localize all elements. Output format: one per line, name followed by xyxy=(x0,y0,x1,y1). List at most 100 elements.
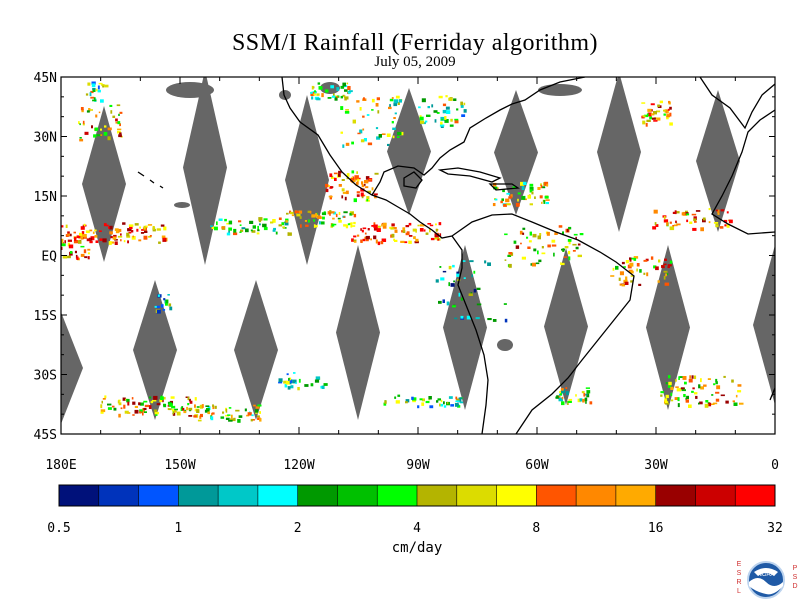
rain-patch xyxy=(102,398,106,400)
rain-patch xyxy=(567,400,572,403)
lon-label-5: 30W xyxy=(644,458,668,473)
rain-patch xyxy=(107,127,112,131)
rain-patch xyxy=(426,114,431,117)
rain-patch xyxy=(539,195,543,199)
rain-patch xyxy=(672,225,675,227)
rain-patch xyxy=(288,379,293,383)
rain-patch xyxy=(53,240,57,242)
rain-patch xyxy=(356,234,360,237)
rain-patch xyxy=(108,241,112,245)
rain-patch xyxy=(100,99,104,103)
rain-patch xyxy=(375,103,379,107)
rain-patch xyxy=(288,377,290,381)
rain-patch xyxy=(545,199,550,201)
rain-patch xyxy=(680,387,685,390)
rain-patch xyxy=(80,238,84,240)
rain-patch xyxy=(212,404,214,407)
rain-patch xyxy=(698,384,701,389)
rain-patch xyxy=(419,224,425,227)
rain-patch xyxy=(94,235,98,238)
rain-patch xyxy=(531,262,536,267)
rain-patch xyxy=(506,203,511,206)
rain-patch xyxy=(148,396,152,399)
rain-patch xyxy=(103,223,107,227)
rain-patch xyxy=(284,384,288,388)
rain-patch xyxy=(311,96,314,100)
rain-patch xyxy=(717,209,720,213)
rain-patch xyxy=(418,106,421,109)
rain-patch xyxy=(247,412,252,416)
rain-patch xyxy=(537,235,541,240)
rain-patch xyxy=(338,173,341,177)
rain-patch xyxy=(364,180,369,184)
rain-patch xyxy=(397,394,401,397)
rain-patch xyxy=(233,417,236,422)
rain-patch xyxy=(160,304,164,308)
rain-patch xyxy=(375,127,379,130)
lon-label-2: 120W xyxy=(283,458,314,473)
rain-patch xyxy=(381,133,386,135)
rain-patch xyxy=(448,282,450,287)
rain-patch xyxy=(92,231,95,234)
rain-patch xyxy=(335,213,338,218)
rain-patch xyxy=(79,137,82,139)
rain-patch xyxy=(446,110,451,114)
rain-patch xyxy=(621,261,625,265)
rain-patch xyxy=(546,231,550,236)
rain-patch xyxy=(238,415,243,418)
rain-patch xyxy=(362,227,367,230)
lat-label-5: 30S xyxy=(34,369,57,384)
rain-patch xyxy=(172,412,174,415)
rain-patch xyxy=(94,127,99,132)
rain-patch xyxy=(484,260,487,264)
rain-patch xyxy=(262,223,267,228)
rain-patch xyxy=(660,391,664,394)
rain-patch xyxy=(367,228,370,231)
rain-patch xyxy=(143,411,147,413)
rain-patch xyxy=(565,387,568,389)
rain-patch xyxy=(544,195,549,199)
rain-patch xyxy=(180,407,183,411)
rain-patch xyxy=(120,407,123,410)
rain-patch xyxy=(413,236,416,240)
rain-patch xyxy=(132,235,134,238)
rain-patch xyxy=(364,183,366,186)
rain-patch xyxy=(238,220,242,223)
rain-patch xyxy=(127,228,132,232)
no-data-swath-0 xyxy=(82,106,126,262)
rain-patch xyxy=(333,172,338,175)
rain-patch xyxy=(206,408,210,412)
rain-patch xyxy=(300,224,302,228)
rain-patch xyxy=(679,376,683,378)
rain-patch xyxy=(541,201,543,204)
rain-patch xyxy=(437,398,441,401)
rain-patch xyxy=(325,188,329,193)
rain-patch xyxy=(668,381,672,386)
colorbar-swatch-14 xyxy=(615,485,656,506)
colorbar-swatch-5 xyxy=(257,485,298,506)
rain-patch xyxy=(128,231,132,234)
lat-label-0: 45N xyxy=(34,71,57,86)
rain-patch xyxy=(366,114,370,116)
rain-patch xyxy=(666,273,669,276)
rain-patch xyxy=(445,95,448,98)
rain-patch xyxy=(304,220,307,222)
colorbar-units: cm/day xyxy=(391,540,443,556)
rain-patch xyxy=(646,119,651,122)
rain-patch xyxy=(138,239,142,242)
rain-patch xyxy=(610,275,615,277)
rain-patch xyxy=(387,143,390,146)
rain-patch xyxy=(118,228,122,232)
rain-patch xyxy=(663,270,668,273)
rain-patch xyxy=(504,233,508,236)
rain-patch xyxy=(503,203,507,207)
rain-patch xyxy=(241,227,246,230)
rain-patch xyxy=(579,398,583,402)
rain-patch xyxy=(330,175,334,179)
rain-patch xyxy=(537,250,539,255)
rain-patch xyxy=(460,105,464,108)
rain-patch xyxy=(275,231,278,235)
rain-patch xyxy=(124,410,129,414)
rain-patch xyxy=(250,229,253,232)
